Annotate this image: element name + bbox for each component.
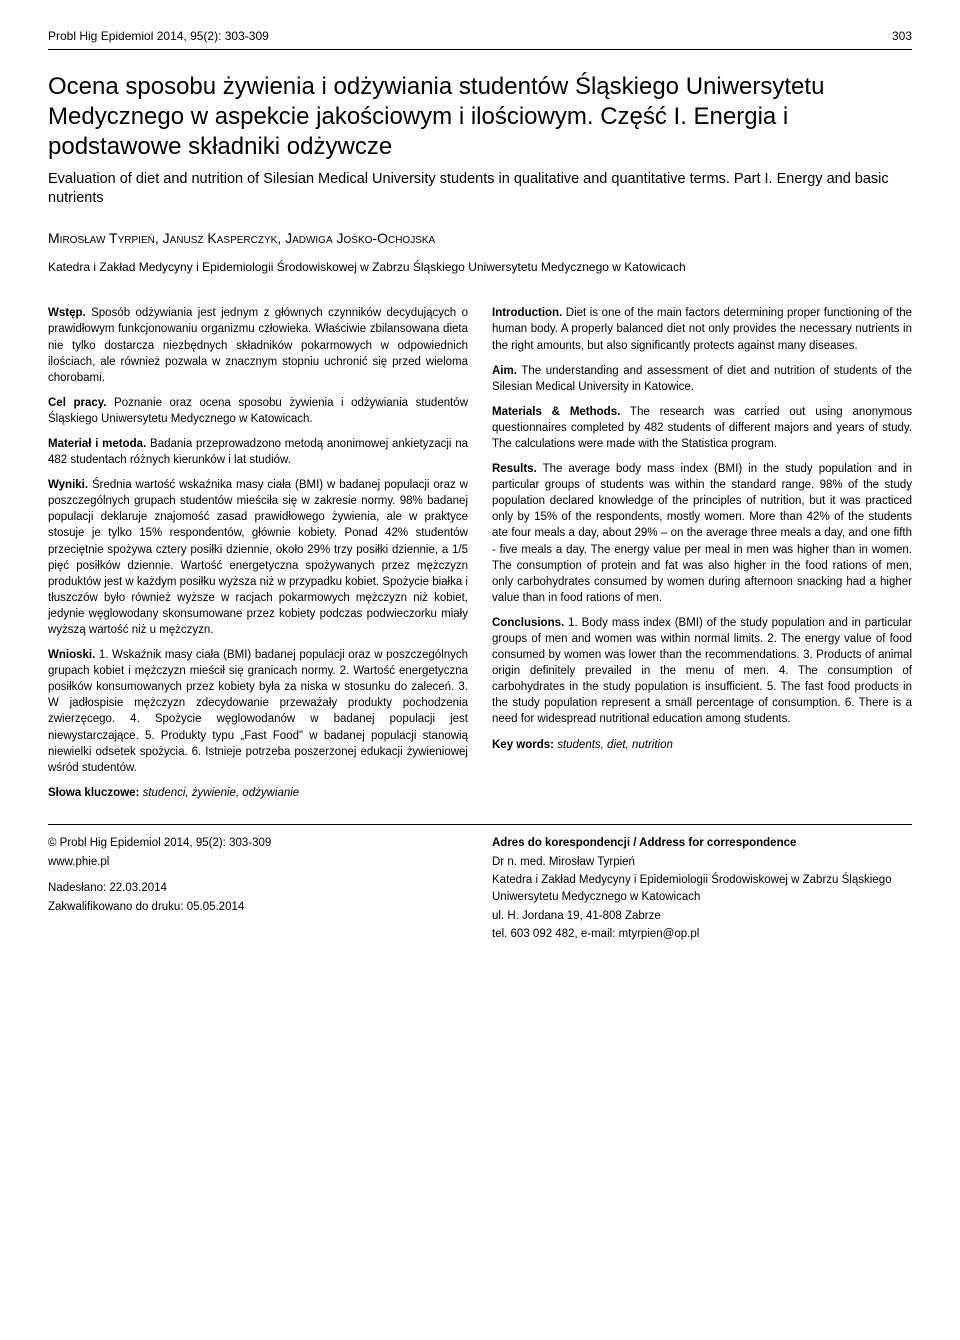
keywords-pl-label: Słowa kluczowe:	[48, 787, 139, 799]
journal-url: www.phie.pl	[48, 854, 468, 871]
keywords-en-label: Key words:	[492, 739, 554, 751]
correspondence-institution: Katedra i Zakład Medycyny i Epidemiologi…	[492, 872, 912, 905]
keywords-pl-text: studenci, żywienie, odżywianie	[139, 787, 299, 799]
header-page-number: 303	[892, 28, 912, 45]
results-label: Results.	[492, 463, 537, 475]
correspondence-address: ul. H. Jordana 19, 41-808 Zabrze	[492, 908, 912, 925]
wstep-text: Sposób odżywiania jest jednym z głównych…	[48, 307, 468, 383]
aim-label: Aim.	[492, 365, 517, 377]
footer-block: © Probl Hig Epidemiol 2014, 95(2): 303-3…	[48, 835, 912, 945]
conclusions-text: 1. Body mass index (BMI) of the study po…	[492, 617, 912, 726]
footer-rule	[48, 824, 912, 825]
accepted-date: Zakwalifikowano do druku: 05.05.2014	[48, 899, 468, 916]
abstract-en: Introduction. Diet is one of the main fa…	[492, 305, 912, 810]
article-title-pl: Ocena sposobu żywienia i odżywiania stud…	[48, 72, 912, 162]
correspondence-contact: tel. 603 092 482, e-mail: mtyrpien@op.pl	[492, 926, 912, 943]
cel-label: Cel pracy.	[48, 397, 106, 409]
conclusions-label: Conclusions.	[492, 617, 564, 629]
abstract-en-intro: Introduction. Diet is one of the main fa…	[492, 305, 912, 353]
publication-info: © Probl Hig Epidemiol 2014, 95(2): 303-3…	[48, 835, 468, 852]
wstep-label: Wstęp.	[48, 307, 86, 319]
cel-text: Poznanie oraz ocena sposobu żywienia i o…	[48, 397, 468, 425]
abstract-en-methods: Materials & Methods. The research was ca…	[492, 404, 912, 452]
footer-right: Adres do korespondencji / Address for co…	[492, 835, 912, 945]
abstract-en-aim: Aim. The understanding and assessment of…	[492, 363, 912, 395]
header-left: Probl Hig Epidemiol 2014, 95(2): 303-309	[48, 28, 269, 45]
abstract-pl-wnioski: Wnioski. 1. Wskaźnik masy ciała (BMI) ba…	[48, 647, 468, 776]
intro-label: Introduction.	[492, 307, 562, 319]
abstract-pl: Wstęp. Sposób odżywiania jest jednym z g…	[48, 305, 468, 810]
material-label: Materiał i metoda.	[48, 438, 146, 450]
abstract-en-conclusions: Conclusions. 1. Body mass index (BMI) of…	[492, 615, 912, 728]
keywords-en-text: students, diet, nutrition	[554, 739, 673, 751]
header-rule	[48, 49, 912, 50]
wyniki-label: Wyniki.	[48, 479, 88, 491]
running-header: Probl Hig Epidemiol 2014, 95(2): 303-309…	[48, 28, 912, 45]
abstract-columns: Wstęp. Sposób odżywiania jest jednym z g…	[48, 305, 912, 810]
methods-label: Materials & Methods.	[492, 406, 620, 418]
abstract-pl-cel: Cel pracy. Poznanie oraz ocena sposobu ż…	[48, 395, 468, 427]
results-text: The average body mass index (BMI) in the…	[492, 463, 912, 604]
wnioski-label: Wnioski.	[48, 649, 95, 661]
keywords-pl: Słowa kluczowe: studenci, żywienie, odży…	[48, 785, 468, 801]
received-date: Nadesłano: 22.03.2014	[48, 880, 468, 897]
aim-text: The understanding and assessment of diet…	[492, 365, 912, 393]
abstract-pl-material: Materiał i metoda. Badania przeprowadzon…	[48, 436, 468, 468]
authors: Mirosław Tyrpień, Janusz Kasperczyk, Jad…	[48, 229, 912, 249]
correspondence-title: Adres do korespondencji / Address for co…	[492, 835, 912, 852]
wyniki-text: Średnia wartość wskaźnika masy ciała (BM…	[48, 479, 468, 636]
affiliation: Katedra i Zakład Medycyny i Epidemiologi…	[48, 259, 912, 276]
correspondence-name: Dr n. med. Mirosław Tyrpień	[492, 854, 912, 871]
wnioski-text: 1. Wskaźnik masy ciała (BMI) badanej pop…	[48, 649, 468, 774]
abstract-pl-wstep: Wstęp. Sposób odżywiania jest jednym z g…	[48, 305, 468, 385]
article-title-en: Evaluation of diet and nutrition of Sile…	[48, 170, 912, 209]
keywords-en: Key words: students, diet, nutrition	[492, 737, 912, 753]
abstract-en-results: Results. The average body mass index (BM…	[492, 461, 912, 606]
footer-left: © Probl Hig Epidemiol 2014, 95(2): 303-3…	[48, 835, 468, 945]
abstract-pl-wyniki: Wyniki. Średnia wartość wskaźnika masy c…	[48, 477, 468, 638]
